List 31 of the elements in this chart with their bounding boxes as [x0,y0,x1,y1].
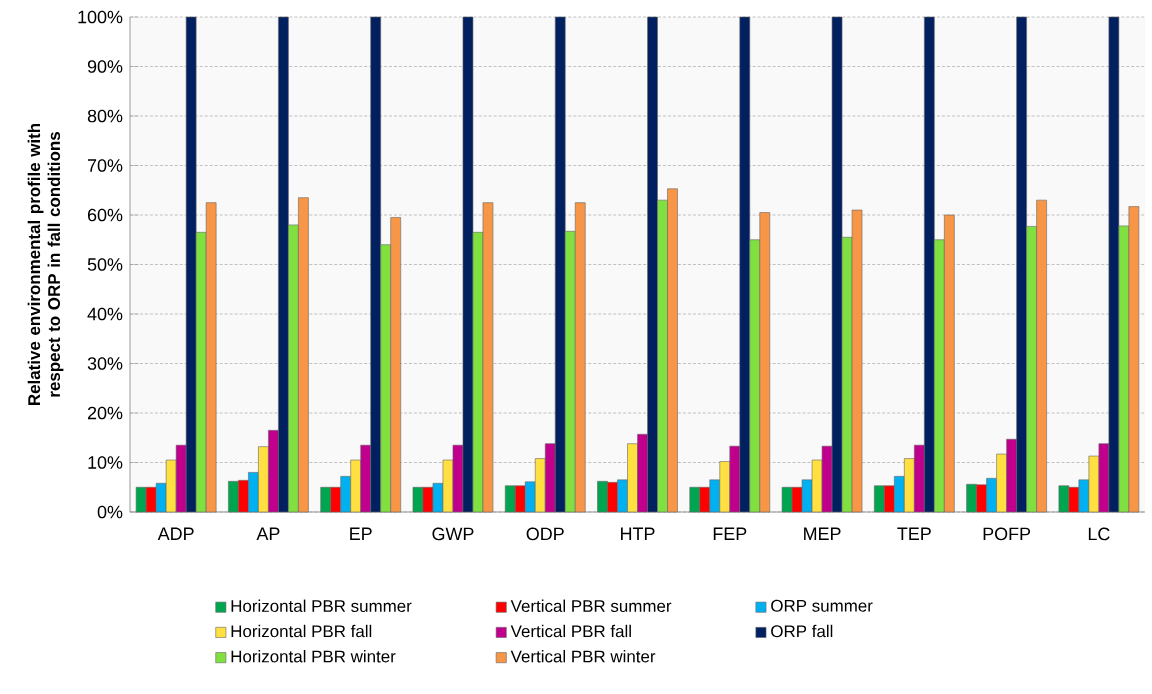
y-tick-label: 50% [87,258,123,271]
legend-label: ORP fall [771,624,833,638]
y-axis-title: Relative environmental profile with respect to ORP in fall conditions [27,123,64,406]
y-tick-label: 40% [87,307,123,321]
y-tick-label: 80% [87,109,123,123]
x-tick-label: POFP [983,527,1031,541]
x-tick-label: TEP [897,527,931,540]
y-tick-label: 70% [87,159,123,172]
legend-label: Horizontal PBR fall [231,624,372,638]
x-tick-label: GWP [432,527,474,541]
y-tick-label: 0% [97,505,123,519]
y-tick-label: 30% [87,357,123,370]
legend-label: Vertical PBR summer [510,599,672,612]
y-tick-label: 100% [78,10,123,24]
legend-label: Horizontal PBR summer [231,599,412,612]
legend-label: ORP summer [771,599,873,612]
y-tick-label: 10% [88,456,123,469]
x-tick-label: ADP [157,527,194,540]
x-tick-label: MEP [804,527,841,540]
x-tick-label: HTP [621,527,655,540]
x-tick-label: AP [256,527,280,540]
y-tick-label: 20% [87,406,123,420]
y-tick-label: 60% [87,208,123,222]
legend-label: Horizontal PBR winter [231,650,396,663]
x-tick-label: EP [350,527,372,540]
x-tick-label: FEP [713,527,747,540]
legend-label: Vertical PBR fall [510,624,631,638]
y-tick-label: 90% [87,60,123,73]
x-tick-label: ODP [526,527,564,541]
legend-label: Vertical PBR winter [510,650,656,663]
x-tick-label: LC [1088,527,1110,541]
